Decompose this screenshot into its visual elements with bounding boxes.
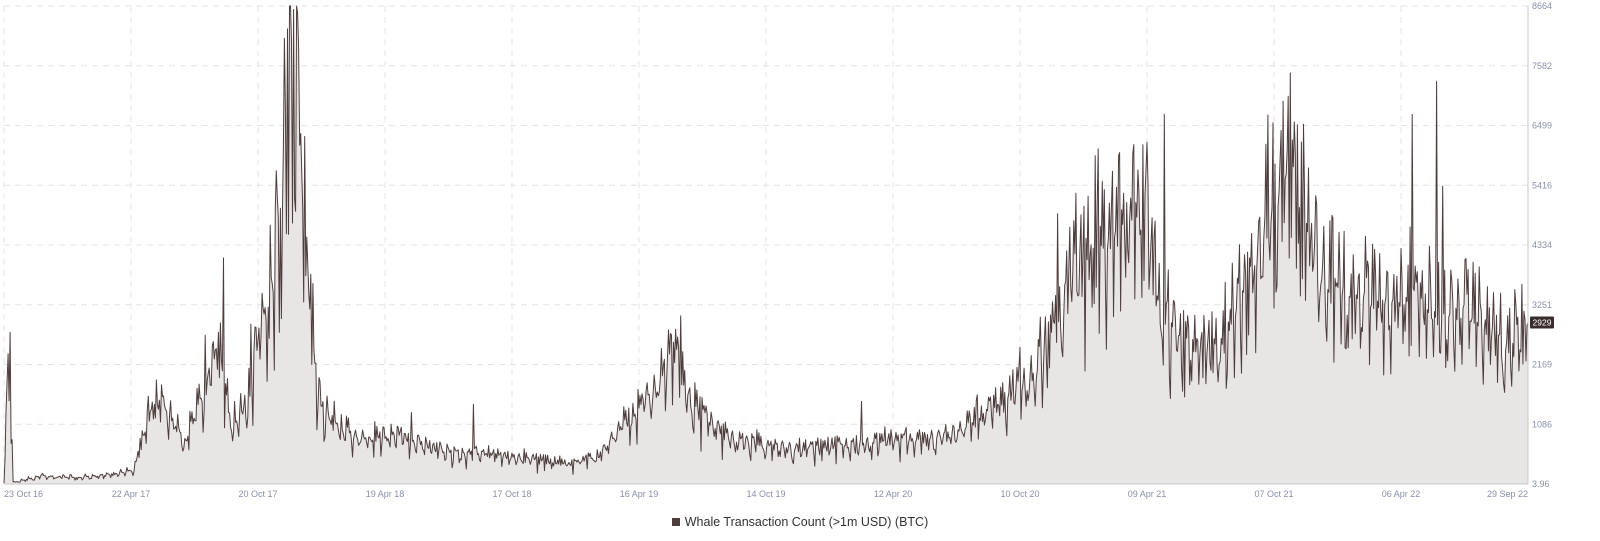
y-tick-label: 4334 bbox=[1532, 240, 1552, 250]
x-tick-label: 07 Oct 21 bbox=[1254, 489, 1293, 499]
tick-labels: 23 Oct 16 22 Apr 17 20 Oct 17 19 Apr 18 17 O… bbox=[4, 1, 1554, 499]
y-tick-label: 3251 bbox=[1532, 300, 1552, 310]
last-value-badge bbox=[1530, 316, 1554, 329]
y-tick-label: 8664 bbox=[1532, 1, 1552, 11]
axes bbox=[4, 6, 1529, 485]
y-tick-label: 7582 bbox=[1532, 61, 1552, 71]
x-tick-label: 16 Apr 19 bbox=[620, 489, 659, 499]
x-tick-label: 12 Apr 20 bbox=[874, 489, 913, 499]
legend-series-name: Whale Transaction Count (>1m USD) (BTC) bbox=[684, 515, 929, 529]
legend-swatch bbox=[671, 518, 680, 526]
y-tick-label: 1086 bbox=[1532, 419, 1552, 429]
y-tick-label: 3.96 bbox=[1532, 479, 1550, 489]
x-tick-label: 19 Apr 18 bbox=[366, 489, 405, 499]
legend[interactable]: Whale Transaction Count (>1m USD) (BTC) bbox=[0, 515, 1600, 529]
x-tick-label: 20 Oct 17 bbox=[238, 489, 277, 499]
series-line bbox=[3, 5, 1529, 484]
last-value-label: 2929 bbox=[1533, 318, 1552, 328]
x-tick-label: 14 Oct 19 bbox=[746, 489, 785, 499]
y-tick-label: 6499 bbox=[1532, 121, 1552, 131]
series-area-fill bbox=[4, 6, 1528, 484]
x-tick-label: 09 Apr 21 bbox=[1128, 489, 1167, 499]
series-area bbox=[3, 5, 1529, 484]
x-tick-label: 22 Apr 17 bbox=[112, 489, 151, 499]
x-tick-label: 17 Oct 18 bbox=[492, 489, 531, 499]
x-tick-label: 23 Oct 16 bbox=[4, 489, 43, 499]
y-tick-label: 2169 bbox=[1532, 360, 1552, 370]
y-tick-label: 5416 bbox=[1532, 180, 1552, 190]
x-tick-label: 29 Sep 22 bbox=[1487, 489, 1528, 499]
x-tick-label: 10 Oct 20 bbox=[1000, 489, 1039, 499]
x-tick-label: 06 Apr 22 bbox=[1382, 489, 1421, 499]
